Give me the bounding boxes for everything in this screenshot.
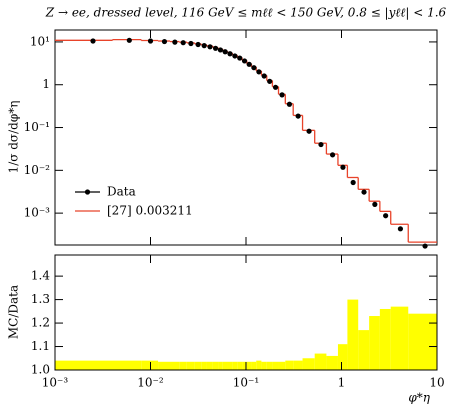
x-tick-label: 1 [338,376,346,390]
data-point [126,37,132,43]
data-point [267,78,273,84]
ratio-band [369,316,380,370]
ratio-y-tick-label: 1.0 [31,363,50,377]
ratio-band [285,360,294,370]
data-point [180,40,186,46]
data-point [147,38,154,44]
data-point [272,84,279,90]
data-point [318,141,324,148]
ratio-band [227,361,233,370]
ratio-band [237,361,243,370]
ratio-band [347,299,359,370]
ratio-band [246,361,252,370]
ratio-band [232,361,238,370]
data-point [161,38,168,45]
ratio-band [194,361,202,370]
ratio-band [242,361,247,370]
ratio-band [261,361,267,370]
ratio-band [314,353,327,370]
y-tick-label: 10¹ [30,34,50,48]
ratio-band [201,361,207,370]
legend-label: [27] 0.003211 [107,204,193,218]
ratio-band [112,360,142,370]
y-tick-label: 10⁻² [24,163,51,177]
ratio-y-tick-label: 1.1 [31,339,50,353]
data-point [261,73,267,79]
data-point [195,41,201,48]
ratio-band [256,360,262,370]
ratio-y-tick-label: 1.3 [31,292,50,306]
data-point [422,243,428,249]
data-point [237,55,243,61]
data-point [172,39,178,45]
y-tick-label: 10⁻¹ [24,120,50,134]
data-point [329,152,336,158]
data-point [90,38,96,44]
data-point [251,65,257,71]
data-point [383,213,389,219]
ratio-band [272,361,279,370]
x-tick-label: 10 [429,376,444,390]
ratio-band [206,361,213,370]
ratio-band [337,344,348,370]
data-point [222,49,228,55]
y-axis-label: 1/σ dσ/dφ*η [7,101,21,174]
ratio-band [251,361,257,370]
ratio-band [141,360,159,370]
y-tick-label: 1 [42,77,50,91]
x-axis-label: φ*η [408,391,430,405]
data-point [241,58,248,64]
legend-label: Data [107,185,136,199]
ratio-band [186,361,195,370]
x-tick-label: 10⁻¹ [233,376,259,390]
data-point [340,164,346,170]
ratio-band [222,361,228,370]
ratio-band [408,313,437,370]
x-tick-label: 10⁻³ [42,376,69,390]
chart-title: Z → ee, dressed level, 116 GeV ≤ mℓℓ < 1… [45,6,447,20]
data-point [361,189,367,195]
ratio-band [379,308,391,370]
ratio-y-axis-label: MC/Data [7,285,21,339]
data-point [188,40,194,47]
data-point [232,53,238,59]
data-point [212,45,219,51]
ratio-band [55,360,113,370]
ratio-band [326,355,338,370]
ratio-band [212,361,219,370]
legend-data-marker [84,189,91,195]
data-point [256,69,262,75]
ratio-band [278,361,286,370]
data-point [286,101,293,107]
ratio-band [358,330,370,370]
ratio-band [293,360,303,370]
ratio-band [179,361,187,370]
ratio-band [158,361,170,370]
data-point [246,61,252,67]
ratio-band [266,361,273,370]
data-point [217,47,224,53]
x-tick-label: 10⁻² [137,376,164,390]
data-point [306,128,312,134]
data-point [397,226,404,232]
ratio-band [390,306,409,370]
y-tick-label: 10⁻³ [24,206,51,220]
data-point [295,113,301,119]
ratio-y-tick-label: 1.4 [31,269,50,283]
data-point [350,179,356,186]
data-point [279,92,285,98]
data-point [227,51,233,57]
data-point [207,44,213,50]
data-point [201,43,207,49]
data-point [372,201,378,207]
ratio-band [218,361,223,370]
ratio-band [169,361,180,370]
ratio-y-tick-label: 1.2 [31,316,50,330]
ratio-band [302,358,315,370]
